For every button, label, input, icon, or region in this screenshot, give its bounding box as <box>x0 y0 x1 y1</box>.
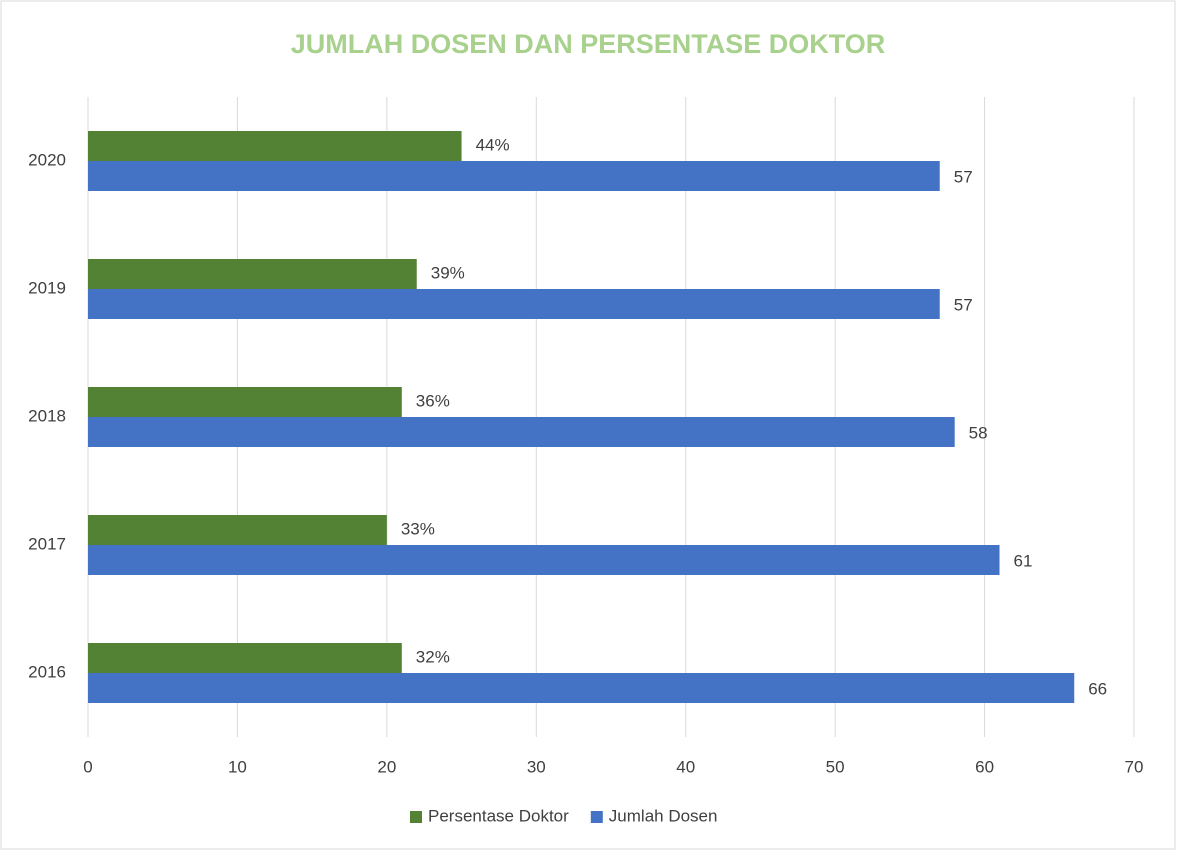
data-label: 66 <box>1088 679 1107 698</box>
x-tick-label: 10 <box>228 757 247 776</box>
bar <box>88 289 940 319</box>
data-label: 57 <box>954 167 973 186</box>
x-tick-label: 60 <box>975 757 994 776</box>
x-tick-label: 30 <box>527 757 546 776</box>
bar <box>88 417 955 447</box>
y-tick-label: 2017 <box>28 534 66 553</box>
data-label: 44% <box>476 135 510 154</box>
legend-swatch <box>410 811 422 823</box>
y-tick-label: 2019 <box>28 278 66 297</box>
x-tick-label: 40 <box>676 757 695 776</box>
y-tick-label: 2016 <box>28 662 66 681</box>
legend-label: Jumlah Dosen <box>609 806 718 825</box>
x-tick-label: 20 <box>377 757 396 776</box>
bar <box>88 131 462 161</box>
data-label: 33% <box>401 519 435 538</box>
chart-title: JUMLAH DOSEN DAN PERSENTASE DOKTOR <box>291 29 886 59</box>
x-tick-label: 0 <box>83 757 92 776</box>
data-label: 61 <box>1014 551 1033 570</box>
bar <box>88 515 387 545</box>
data-label: 57 <box>954 295 973 314</box>
bar <box>88 673 1075 703</box>
data-label: 39% <box>431 263 465 282</box>
data-label: 36% <box>416 391 450 410</box>
bar <box>88 545 1000 575</box>
y-tick-label: 2018 <box>28 406 66 425</box>
legend-label: Persentase Doktor <box>428 806 569 825</box>
bar <box>88 161 940 191</box>
bar <box>88 643 402 673</box>
data-label: 32% <box>416 647 450 666</box>
legend-swatch <box>590 811 603 823</box>
bar <box>88 259 417 289</box>
x-tick-label: 70 <box>1125 757 1144 776</box>
data-label: 58 <box>969 423 988 442</box>
y-tick-label: 2020 <box>28 150 66 169</box>
bar <box>88 387 402 417</box>
x-tick-label: 50 <box>826 757 845 776</box>
